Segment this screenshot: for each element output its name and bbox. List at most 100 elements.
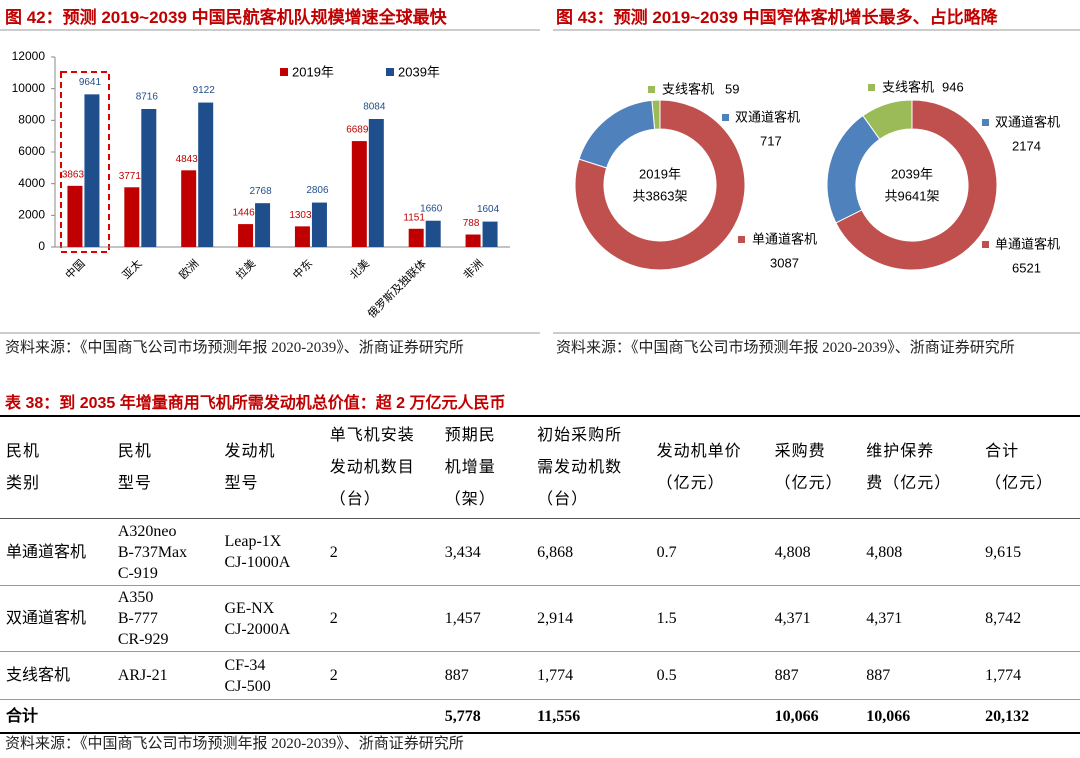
data-label: 2768 xyxy=(249,186,272,197)
cell-line: 发动机数目 xyxy=(329,458,415,476)
cell-line: 4,808 xyxy=(774,543,811,561)
y-tick-label: 10000 xyxy=(12,81,46,95)
donut-slice xyxy=(574,99,746,271)
cell-line: 预期民 xyxy=(444,426,496,444)
cell-line: 887 xyxy=(774,667,799,684)
table-cell: 887 xyxy=(768,651,861,700)
x-tick-label: 亚太 xyxy=(120,257,145,282)
cell-line: ARJ-21 xyxy=(117,667,168,684)
cell-line: 11,556 xyxy=(537,707,581,725)
legend-swatch xyxy=(982,119,989,126)
cell-line: C-919 xyxy=(117,564,158,582)
table-row: 双通道客机 A350 B-777 CR-929 GE-NX CJ-2000A 2 1,457 2… xyxy=(0,585,1080,652)
table-cell: Leap-1X CJ-1000A xyxy=(218,518,324,586)
total-cell: 5,778 xyxy=(438,699,532,734)
legend-label: 2039年 xyxy=(398,64,440,79)
cell-line: 1.5 xyxy=(656,610,677,627)
cell-line: GE-NX xyxy=(224,599,275,617)
table-cell: ARJ-21 xyxy=(111,651,219,700)
bar xyxy=(67,185,83,247)
legend-label: 2019年 xyxy=(292,64,334,79)
table-cell: 2,914 xyxy=(531,585,651,652)
data-label: 1446 xyxy=(232,208,255,219)
slice-name: 双通道客机 xyxy=(995,114,1060,129)
y-tick-label: 8000 xyxy=(18,113,45,127)
cell-line: 初始采购所 xyxy=(537,426,623,444)
center-label: 共9641架 xyxy=(885,188,940,203)
legend-swatch xyxy=(738,236,745,243)
cell-line: 4,808 xyxy=(866,543,903,561)
data-label: 3771 xyxy=(119,171,142,182)
header-cell: 发动机单价 （亿元） xyxy=(650,415,769,519)
cell-line: 3,434 xyxy=(444,543,481,561)
table-row: 支线客机 ARJ-21 CF-34 CJ-500 2 887 1,774 0.5 887 887 1… xyxy=(0,651,1080,700)
table-cell: 2 xyxy=(323,585,439,652)
cell-line: 10,066 xyxy=(866,707,911,725)
table-cell: 4,808 xyxy=(860,518,980,586)
bar xyxy=(238,224,254,247)
cell-line: 民机 xyxy=(6,442,41,460)
donut-slice xyxy=(835,99,998,271)
data-label: 4843 xyxy=(176,154,199,165)
table-cell: 支线客机 xyxy=(0,651,112,700)
table-cell: 2 xyxy=(323,651,439,700)
table-cell: 887 xyxy=(860,651,980,700)
table-cell: 6,868 xyxy=(531,518,651,586)
cell-line: 2 xyxy=(329,667,338,684)
header-cell: 初始采购所 需发动机数 （台） xyxy=(531,415,651,519)
cell-line: A320neo xyxy=(117,522,177,540)
cell-line: 0.5 xyxy=(656,667,677,684)
table-cell: 2 xyxy=(323,518,439,586)
total-cell: 10,066 xyxy=(768,699,861,734)
cell-line: 0.7 xyxy=(656,543,677,561)
total-cell xyxy=(218,699,324,734)
table-cell: GE-NX CJ-2000A xyxy=(218,585,324,652)
figures: 0 2000 4000 6000 8000 10000 12000 中国 3863 9641 亚太 3… xyxy=(0,29,1080,334)
data-label: 2806 xyxy=(306,185,329,196)
header-cell: 单飞机安装 发动机数目 （台） xyxy=(323,415,439,519)
cell-line: Leap-1X xyxy=(224,533,282,550)
total-cell xyxy=(111,699,219,734)
total-cell: 10,066 xyxy=(860,699,980,734)
data-label: 788 xyxy=(463,218,480,229)
x-tick-label: 中东 xyxy=(290,257,315,282)
legend-swatch xyxy=(982,241,989,248)
bar xyxy=(141,108,157,247)
slice-value: 59 xyxy=(725,81,739,96)
bar xyxy=(351,141,367,247)
x-tick-label: 欧洲 xyxy=(177,257,202,282)
slice-name: 支线客机 xyxy=(662,81,714,96)
data-table: 民机 类别 民机 型号 发动机 型号 单飞机安装 发动机数目 （台） 预期民 机增量 （架） 初始采购所… xyxy=(0,415,1080,734)
bar xyxy=(482,221,498,247)
cell-line: 2 xyxy=(329,543,338,561)
cell-line: 单飞机安装 xyxy=(329,426,415,444)
cell-line: 类别 xyxy=(6,474,41,492)
y-tick-label: 12000 xyxy=(12,49,46,63)
cell-line: A350 xyxy=(117,589,154,606)
cell-line: 6,868 xyxy=(537,543,574,561)
cell-line: 采购费 xyxy=(774,442,826,460)
cell-line: 4,371 xyxy=(866,610,903,627)
header-cell: 民机 型号 xyxy=(111,415,219,519)
total-cell: 11,556 xyxy=(531,699,651,734)
cell-line: 费（亿元） xyxy=(866,474,952,492)
bar xyxy=(124,187,140,247)
total-cell: 20,132 xyxy=(979,699,1080,734)
data-label: 1303 xyxy=(289,210,312,221)
header-row: 民机 类别 民机 型号 发动机 型号 单飞机安装 发动机数目 （台） 预期民 机增量 （架） 初始采购所… xyxy=(0,415,1080,519)
table-cell: 9,615 xyxy=(979,518,1080,586)
cell-line: 双通道客机 xyxy=(6,610,87,627)
table-cell: 0.5 xyxy=(650,651,769,700)
bar xyxy=(408,228,424,247)
table-cell: 3,434 xyxy=(438,518,532,586)
slice-value: 717 xyxy=(760,133,782,148)
cell-line: 型号 xyxy=(117,474,152,492)
table-cell: 0.7 xyxy=(650,518,769,586)
header-cell: 民机 类别 xyxy=(0,415,112,519)
cell-line: 1,774 xyxy=(985,667,1022,684)
bar xyxy=(255,203,271,247)
data-label: 9122 xyxy=(193,85,216,96)
table-cell: 4,371 xyxy=(860,585,980,652)
center-label: 2019年 xyxy=(639,166,681,181)
